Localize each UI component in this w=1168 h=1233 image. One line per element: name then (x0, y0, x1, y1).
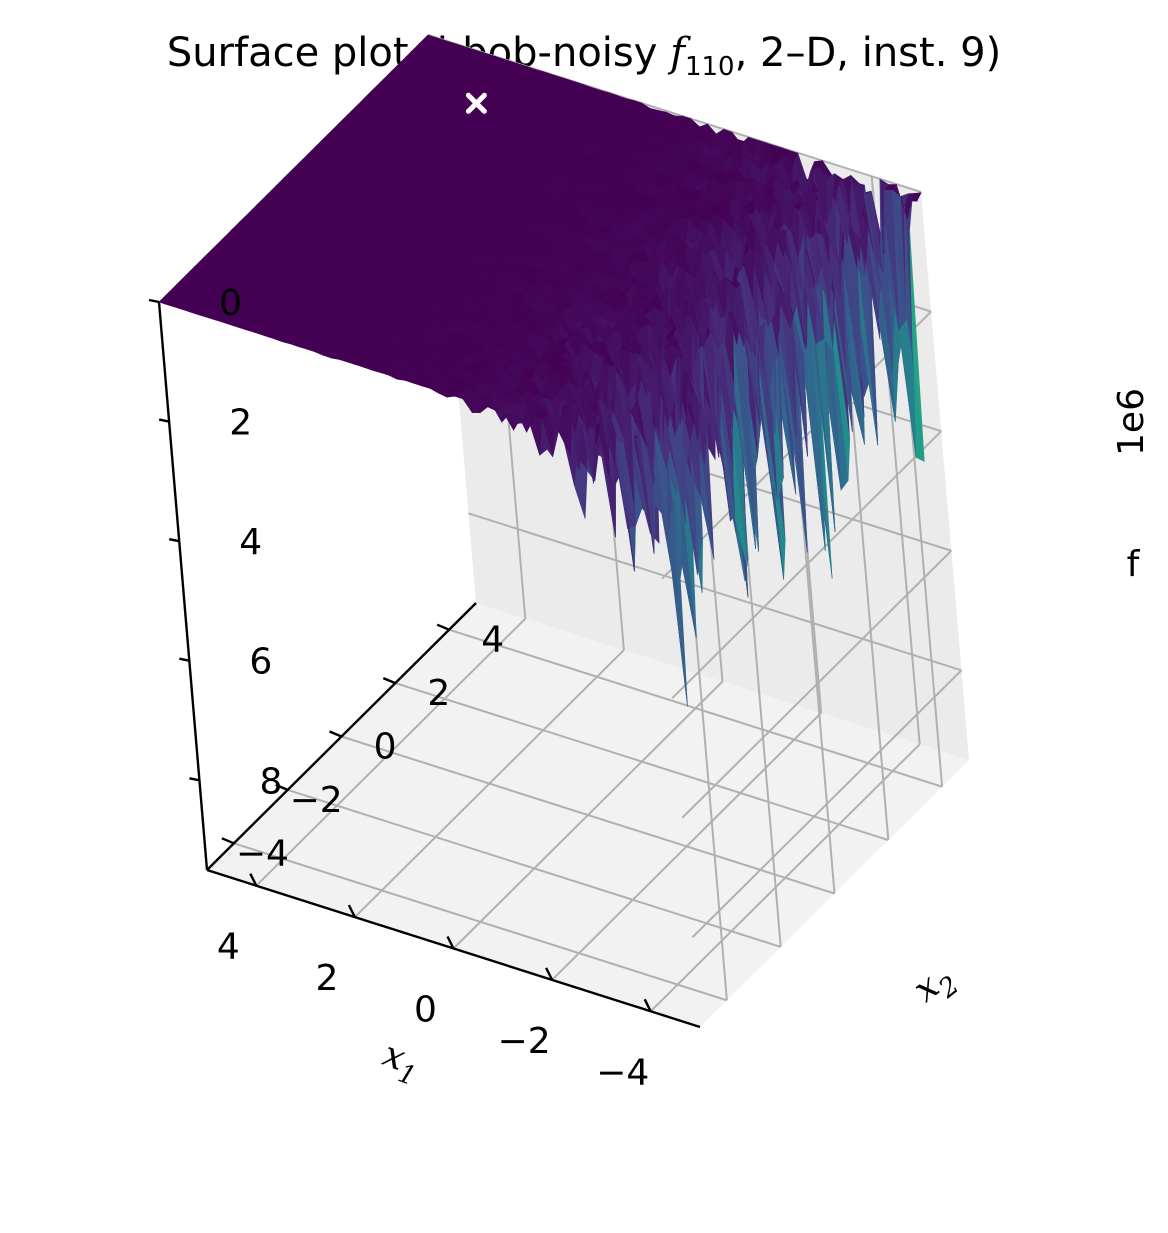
title-function-name: f (670, 30, 685, 76)
tick-marks (148, 298, 652, 1012)
x2-tick-mark (436, 623, 450, 631)
x1-tick-mark (545, 967, 554, 981)
x2-tick-mark (382, 676, 396, 685)
grid-line (671, 430, 942, 699)
x2-tick-label: −4 (236, 833, 289, 874)
x1-tick-label: 0 (414, 990, 437, 1031)
x1-tick-mark (249, 873, 258, 887)
grid-line (448, 628, 943, 788)
grid-line (681, 550, 953, 819)
z-tick-label: 0 (219, 283, 242, 324)
z-tick-mark (158, 418, 170, 423)
grid-line (394, 682, 889, 842)
z-tick-mark (148, 298, 160, 304)
x1-tick-label: −2 (498, 1021, 551, 1062)
grid-line (233, 842, 728, 1002)
z-axis-label: f (1127, 544, 1141, 585)
x2-tick-mark (275, 783, 289, 792)
title-function-subscript: 110 (684, 52, 735, 82)
chart-title: Surface plot (bbob-noisy f110, 2–D, inst… (0, 30, 1168, 82)
x2-tick-mark (221, 837, 235, 845)
x2-tick-label: 4 (481, 620, 504, 661)
z-tick-label: 2 (229, 403, 252, 444)
optimum-marker (465, 92, 487, 114)
z-axis-line (157, 301, 209, 871)
grid-line (468, 512, 962, 672)
z-tick-mark (179, 657, 190, 662)
z-offset-label: 1e6 (1111, 388, 1152, 456)
z-tick-label: 6 (249, 642, 272, 683)
grid-line (287, 788, 782, 948)
grid-line (691, 669, 963, 939)
optimum-marker-stroke (465, 92, 487, 114)
x2-tick-mark (329, 730, 342, 738)
z-tick-label: 4 (239, 522, 262, 563)
x1-tick-mark (446, 935, 455, 950)
x2-tick-label: 2 (427, 673, 450, 714)
surface-mesh (158, 34, 925, 707)
surface-patch (158, 297, 173, 306)
x1-tick-mark (643, 998, 652, 1012)
z-tick-mark (189, 777, 200, 782)
x1-axis-label: x1 (375, 1034, 426, 1093)
grid-line (341, 735, 835, 895)
x2-tick-label: 0 (374, 727, 397, 768)
x1-tick-label: 4 (217, 927, 240, 968)
z-tick-mark (168, 537, 180, 543)
x1-tick-label: −4 (596, 1052, 649, 1093)
x2-tick-label: −2 (290, 780, 343, 821)
x2-axis-label: x2 (906, 955, 965, 1016)
x1-tick-mark (347, 904, 356, 918)
z-tick-label: 8 (260, 761, 283, 802)
optimum-marker-layer (465, 92, 487, 114)
x1-tick-label: 2 (315, 958, 338, 999)
title-suffix: , 2–D, inst. 9) (734, 30, 1002, 76)
